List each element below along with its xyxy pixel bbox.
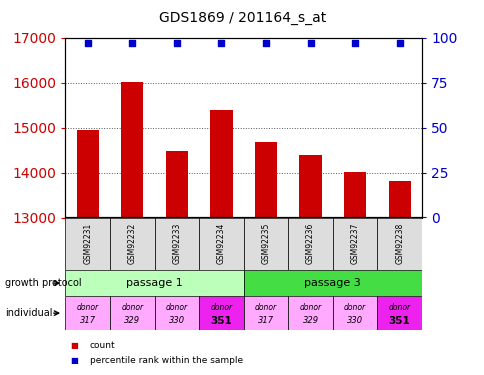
Text: ■: ■: [70, 341, 78, 350]
Point: [128, 40, 136, 46]
Bar: [110, 296, 154, 330]
Text: GSM92233: GSM92233: [172, 223, 181, 264]
Bar: [166, 151, 188, 217]
Bar: [121, 82, 143, 218]
Point: [306, 40, 314, 46]
Text: 330: 330: [168, 316, 184, 325]
Text: GSM92238: GSM92238: [394, 223, 403, 264]
Bar: [287, 217, 332, 270]
Bar: [199, 217, 243, 270]
Point: [350, 40, 358, 46]
Bar: [243, 217, 287, 270]
Text: donor: donor: [76, 303, 99, 312]
Text: 351: 351: [210, 315, 232, 326]
Text: donor: donor: [299, 303, 321, 312]
Bar: [76, 130, 99, 218]
Text: 351: 351: [388, 315, 409, 326]
Text: GSM92236: GSM92236: [305, 223, 315, 264]
Bar: [388, 181, 410, 218]
Text: GSM92232: GSM92232: [128, 223, 136, 264]
Text: donor: donor: [388, 303, 410, 312]
Text: ■: ■: [70, 356, 78, 365]
Text: passage 1: passage 1: [126, 278, 182, 288]
Text: 330: 330: [347, 316, 363, 325]
Bar: [65, 217, 110, 270]
Text: 317: 317: [257, 316, 273, 325]
Point: [84, 40, 91, 46]
Point: [173, 40, 181, 46]
Bar: [377, 217, 421, 270]
Bar: [254, 142, 276, 218]
Text: GSM92235: GSM92235: [261, 223, 270, 264]
Point: [261, 40, 269, 46]
Text: donor: donor: [166, 303, 187, 312]
Bar: [332, 217, 377, 270]
Bar: [154, 217, 199, 270]
Text: passage 3: passage 3: [304, 278, 361, 288]
Bar: [210, 110, 232, 218]
Text: percentile rank within the sample: percentile rank within the sample: [90, 356, 242, 365]
Text: GDS1869 / 201164_s_at: GDS1869 / 201164_s_at: [159, 11, 325, 25]
Bar: [110, 217, 154, 270]
Text: donor: donor: [255, 303, 276, 312]
Bar: [199, 296, 243, 330]
Bar: [299, 155, 321, 218]
Text: donor: donor: [343, 303, 365, 312]
Text: GSM92237: GSM92237: [350, 223, 359, 264]
Text: count: count: [90, 341, 115, 350]
Text: growth protocol: growth protocol: [5, 278, 81, 288]
Text: 329: 329: [302, 316, 318, 325]
Text: donor: donor: [210, 303, 232, 312]
Text: GSM92234: GSM92234: [216, 223, 226, 264]
Bar: [65, 296, 110, 330]
Bar: [332, 296, 377, 330]
Bar: [65, 270, 243, 296]
Bar: [287, 296, 332, 330]
Bar: [243, 296, 287, 330]
Bar: [154, 296, 199, 330]
Text: individual: individual: [5, 308, 52, 318]
Point: [395, 40, 403, 46]
Bar: [377, 296, 421, 330]
Bar: [243, 270, 421, 296]
Bar: [343, 172, 365, 217]
Text: donor: donor: [121, 303, 143, 312]
Text: 329: 329: [124, 316, 140, 325]
Point: [217, 40, 225, 46]
Text: GSM92231: GSM92231: [83, 223, 92, 264]
Text: 317: 317: [79, 316, 96, 325]
